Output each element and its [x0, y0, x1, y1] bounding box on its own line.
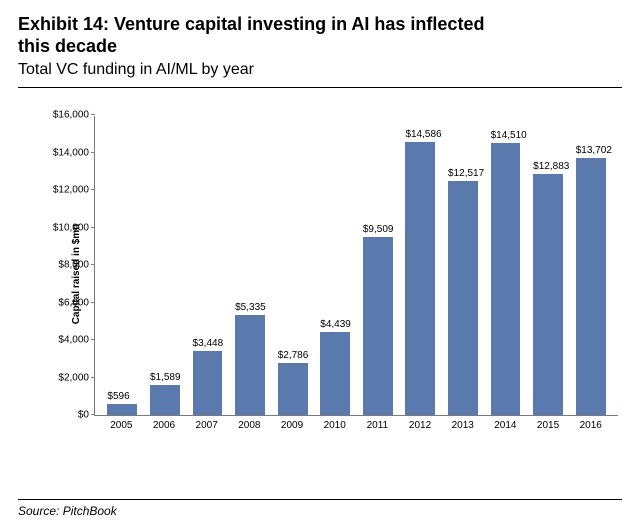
bar: $5,335: [235, 315, 265, 415]
bar-value-label: $5,335: [235, 302, 266, 315]
x-tick-label: 2015: [527, 420, 570, 431]
y-tick-mark: [91, 114, 95, 115]
x-tick-label: 2014: [484, 420, 527, 431]
bar: $14,586: [405, 142, 435, 415]
bar-value-label: $596: [107, 391, 129, 404]
bar-value-label: $12,517: [448, 168, 484, 181]
y-tick-label: $2,000: [45, 372, 89, 383]
x-tick-label: 2013: [441, 420, 484, 431]
bar-slot: $12,517: [442, 181, 485, 416]
x-tick-label: 2012: [399, 420, 442, 431]
y-tick-mark: [91, 377, 95, 378]
bar: $12,883: [533, 174, 563, 416]
exhibit-page: Exhibit 14: Venture capital investing in…: [0, 0, 640, 528]
x-tick-label: 2010: [313, 420, 356, 431]
y-tick-label: $6,000: [45, 297, 89, 308]
bar-slot: $5,335: [229, 315, 272, 415]
y-tick-mark: [91, 302, 95, 303]
y-tick-label: $0: [45, 410, 89, 421]
exhibit-subtitle: Total VC funding in AI/ML by year: [18, 61, 622, 79]
y-tick-mark: [91, 152, 95, 153]
bar-value-label: $13,702: [576, 145, 612, 158]
top-rule: [18, 87, 622, 88]
bar-slot: $14,510: [484, 143, 527, 415]
x-tick-label: 2009: [271, 420, 314, 431]
bar: $14,510: [491, 143, 521, 415]
x-tick-label: 2005: [100, 420, 143, 431]
bar-value-label: $2,786: [278, 350, 309, 363]
bar-value-label: $14,510: [491, 130, 527, 143]
y-axis-label: Capital raised in $mn: [71, 223, 82, 324]
y-tick-label: $12,000: [45, 185, 89, 196]
bar-slot: $3,448: [186, 351, 229, 416]
y-tick-label: $16,000: [45, 110, 89, 121]
bar-value-label: $12,883: [533, 161, 569, 174]
y-tick-mark: [91, 227, 95, 228]
source-label: Source: PitchBook: [18, 504, 622, 518]
y-tick-mark: [91, 189, 95, 190]
title-line-2: this decade: [18, 36, 117, 56]
bar-slot: $12,883: [527, 174, 570, 416]
y-tick-label: $4,000: [45, 335, 89, 346]
plot-area: $596 $1,589 $3,448 $5,335 $2,786 $4,439 $9,509…: [94, 116, 618, 416]
chart-area: Capital raised in $mn $596$1,589$3,448$5…: [48, 116, 618, 431]
bar-slot: $2,786: [271, 363, 314, 415]
title-line-1: Exhibit 14: Venture capital investing in…: [18, 14, 484, 34]
y-tick-mark: [91, 264, 95, 265]
bar: $12,517: [448, 181, 478, 416]
bar-value-label: $14,586: [405, 129, 441, 142]
x-tick-label: 2016: [569, 420, 612, 431]
bar: $9,509: [363, 237, 393, 415]
bar-slot: $9,509: [356, 237, 399, 415]
y-tick-mark: [91, 339, 95, 340]
x-tick-label: 2008: [228, 420, 271, 431]
x-tick-label: 2011: [356, 420, 399, 431]
y-tick-label: $8,000: [45, 260, 89, 271]
bar-slot: $13,702: [569, 158, 612, 415]
y-tick-label: $14,000: [45, 147, 89, 158]
bar-slot: $596: [101, 404, 144, 415]
x-tick-label: 2007: [185, 420, 228, 431]
bar: $2,786: [278, 363, 308, 415]
y-tick-mark: [91, 414, 95, 415]
bar: $4,439: [320, 332, 350, 415]
bar: $3,448: [193, 351, 223, 416]
bar: $13,702: [576, 158, 606, 415]
bar-value-label: $3,448: [193, 338, 224, 351]
x-axis: 2005200620072008200920102011201220132014…: [94, 416, 618, 431]
y-tick-label: $10,000: [45, 222, 89, 233]
bar-value-label: $1,589: [150, 372, 181, 385]
x-tick-label: 2006: [143, 420, 186, 431]
bar-value-label: $4,439: [320, 319, 351, 332]
exhibit-title: Exhibit 14: Venture capital investing in…: [18, 14, 578, 57]
bar: $596: [107, 404, 137, 415]
bar-slot: $4,439: [314, 332, 357, 415]
bar-value-label: $9,509: [363, 224, 394, 237]
exhibit-footer: Source: PitchBook: [18, 499, 622, 518]
bar-slot: $1,589: [144, 385, 187, 415]
bottom-rule: [18, 499, 622, 500]
bar-slot: $14,586: [399, 142, 442, 415]
bars-container: $596 $1,589 $3,448 $5,335 $2,786 $4,439 $9,509…: [95, 116, 618, 415]
bar: $1,589: [150, 385, 180, 415]
